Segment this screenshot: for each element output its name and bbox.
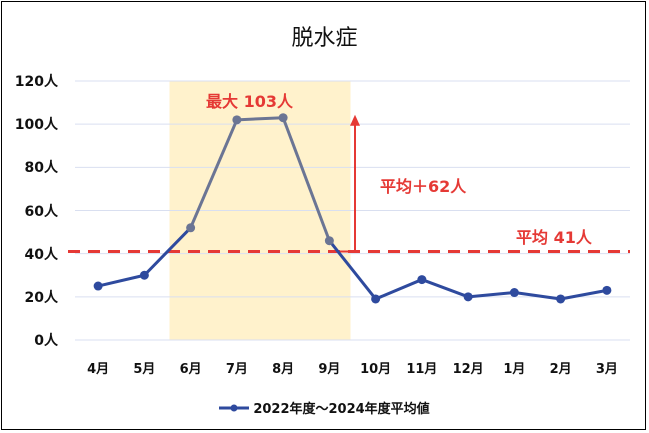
data-point (602, 285, 612, 295)
y-tick-label: 120人 (14, 74, 58, 90)
y-tick-label: 100人 (14, 117, 58, 134)
legend-label: 2022年度～2024年度平均値 (253, 402, 430, 417)
x-tick-label: 5月 (133, 362, 156, 377)
legend: 2022年度～2024年度平均値 (0, 398, 649, 417)
data-point (278, 113, 288, 123)
y-tick-label: 80人 (24, 160, 58, 177)
difference-annotation: 平均＋62人 (380, 177, 467, 196)
y-tick-label: 20人 (24, 289, 58, 306)
x-tick-label: 10月 (360, 362, 392, 377)
legend-line-marker-icon (219, 404, 250, 411)
y-tick-label: 60人 (24, 203, 58, 220)
x-tick-label: 11月 (406, 362, 438, 377)
x-tick-label: 6月 (179, 362, 202, 377)
x-tick-label: 3月 (595, 362, 618, 377)
x-tick-label: 1月 (503, 362, 526, 377)
x-tick-label: 4月 (87, 362, 110, 377)
data-point (232, 115, 242, 125)
data-point (324, 236, 334, 246)
x-tick-label: 7月 (225, 362, 248, 377)
x-tick-label: 9月 (318, 362, 341, 377)
data-point (93, 281, 103, 291)
data-point (509, 288, 519, 298)
data-point (556, 294, 566, 304)
max-annotation: 最大 103人 (206, 92, 293, 111)
x-tick-label: 8月 (272, 362, 295, 377)
data-point (463, 292, 473, 302)
y-tick-label: 40人 (24, 246, 58, 263)
data-point (417, 275, 427, 285)
x-tick-label: 12月 (452, 362, 484, 377)
y-tick-label: 0人 (34, 333, 58, 349)
data-point (139, 270, 149, 280)
x-tick-label: 2月 (549, 362, 572, 377)
chart-title: 脱水症 (291, 26, 358, 51)
average-annotation: 平均 41人 (516, 228, 592, 247)
data-point (186, 223, 196, 233)
data-point (371, 294, 381, 304)
